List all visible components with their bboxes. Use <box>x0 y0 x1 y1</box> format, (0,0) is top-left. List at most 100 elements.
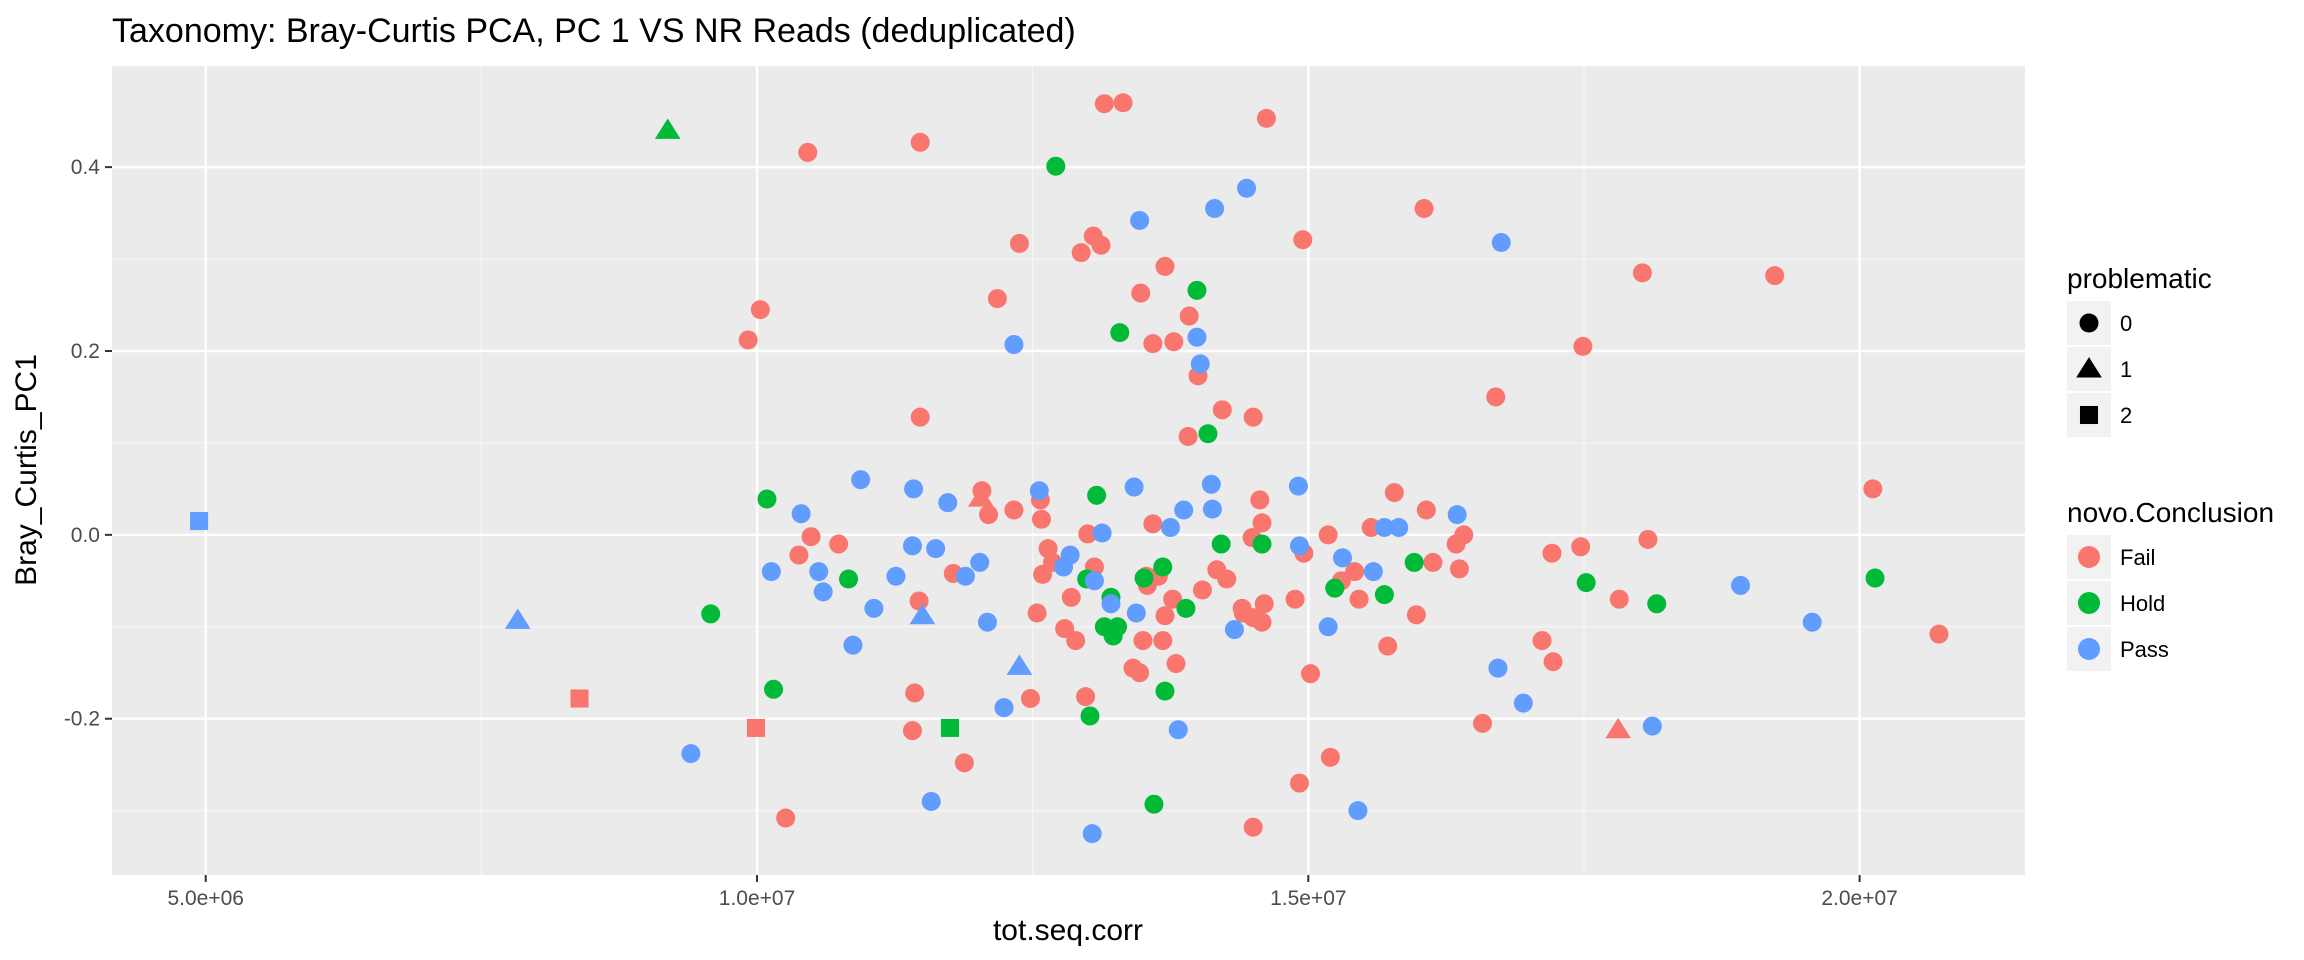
data-point-fail <box>1609 589 1629 609</box>
data-point-pass <box>994 698 1014 718</box>
legend-shape-label: 1 <box>2120 357 2132 382</box>
data-point-pass <box>681 744 701 764</box>
data-point-hold <box>1046 156 1066 176</box>
data-point-fail <box>987 289 1007 309</box>
data-point-pass <box>1488 658 1508 678</box>
data-point-pass <box>977 612 997 632</box>
data-point-hold <box>1110 323 1130 343</box>
data-point-fail <box>968 486 994 507</box>
data-point-fail <box>1055 619 1075 639</box>
data-point-fail <box>1349 589 1369 609</box>
data-point-fail <box>776 808 796 828</box>
grid-major <box>112 66 2025 875</box>
data-point-fail <box>1406 605 1426 625</box>
data-point-pass <box>1363 562 1383 582</box>
data-point-fail <box>1361 517 1381 537</box>
data-point-fail <box>1250 490 1270 510</box>
data-point-hold <box>1187 280 1207 300</box>
x-axis-ticks: 5.0e+06 1.0e+07 1.5e+07 2.0e+07 <box>167 875 1898 910</box>
data-point-fail <box>1155 606 1175 626</box>
data-point-hold <box>1087 485 1107 505</box>
data-point-fail <box>1130 663 1150 683</box>
data-point-pass <box>1190 354 1210 374</box>
data-point-fail <box>1033 564 1053 584</box>
data-point-fail <box>1066 631 1086 651</box>
data-point-pass <box>1124 477 1144 497</box>
legend-color-hold <box>2078 592 2100 614</box>
data-point-fail <box>1252 513 1272 533</box>
legend-shape-label: 2 <box>2120 403 2132 428</box>
data-point-hold <box>757 489 777 509</box>
data-point-fail <box>1113 93 1133 113</box>
legend-novo-conclusion: novo.Conclusion Fail Hold Pass <box>2067 497 2274 671</box>
data-point-fail <box>1031 509 1051 529</box>
data-point-fail <box>1416 500 1436 520</box>
legend-shape-square <box>2079 405 2099 425</box>
data-point-pass <box>1374 517 1394 537</box>
data-point-pass <box>1006 654 1033 675</box>
data-point-fail <box>1285 589 1305 609</box>
data-point-pass <box>1447 505 1467 525</box>
data-point-fail <box>1027 603 1047 623</box>
data-point-fail <box>1632 263 1652 283</box>
data-point-fail <box>1638 529 1658 549</box>
legend-color-fail <box>2078 546 2100 568</box>
legend-color-label: Hold <box>2120 591 2165 616</box>
data-point-pass <box>886 566 906 586</box>
data-point-fail <box>1532 631 1552 651</box>
data-point-pass <box>1389 517 1409 537</box>
data-point-fail <box>1345 562 1365 582</box>
data-point-fail <box>1155 256 1175 276</box>
data-point-fail <box>801 527 821 547</box>
data-point-pass <box>1205 198 1225 218</box>
data-point-fail <box>1094 94 1114 114</box>
data-point-fail <box>979 505 999 525</box>
data-point-fail <box>1163 589 1183 609</box>
data-point-fail <box>1153 631 1173 651</box>
data-point-hold <box>1080 706 1100 726</box>
data-point-pass <box>1092 523 1112 543</box>
data-point-fail <box>798 142 818 162</box>
data-point-pass <box>1731 575 1751 595</box>
legend-shape-triangle <box>2076 357 2102 378</box>
data-point-fail <box>1320 747 1340 767</box>
data-point-fail <box>1179 306 1199 326</box>
data-point-pass <box>1201 474 1221 494</box>
data-point-hold <box>1134 568 1154 588</box>
y-tick-label: 0.2 <box>71 340 100 363</box>
data-point-pass <box>1101 594 1121 614</box>
data-point-fail <box>1178 426 1198 446</box>
data-point-fail <box>750 300 770 320</box>
data-point-hold <box>1325 578 1345 598</box>
data-point-fail <box>1289 773 1309 793</box>
data-point-pass <box>1084 571 1104 591</box>
data-point-fail <box>1605 717 1631 739</box>
data-point-hold <box>1211 534 1231 554</box>
data-point-pass <box>864 598 884 618</box>
data-point-fail <box>746 718 765 737</box>
data-point-fail <box>1318 525 1338 545</box>
data-point-pass <box>1187 327 1207 347</box>
data-point-fail <box>1543 652 1563 672</box>
data-point-fail <box>902 721 922 741</box>
chart-title: Taxonomy: Bray-Curtis PCA, PC 1 VS NR Re… <box>112 12 1076 50</box>
x-tick-label: 2.0e+07 <box>1821 887 1898 910</box>
data-point-fail <box>1423 552 1443 572</box>
data-point-pass <box>921 791 941 811</box>
data-point-fail <box>1091 235 1111 255</box>
y-tick-label: -0.2 <box>64 708 100 731</box>
data-point-pass <box>1642 716 1662 736</box>
data-point-pass <box>190 512 209 531</box>
data-point-fail <box>1143 334 1163 354</box>
data-point-fail <box>570 689 589 708</box>
data-point-fail <box>1078 524 1098 544</box>
legend-color-pass <box>2078 638 2100 660</box>
plot-panel <box>112 66 2025 875</box>
data-point-pass <box>938 493 958 513</box>
data-point-hold <box>940 718 959 737</box>
data-point-fail <box>1293 230 1313 250</box>
data-point-hold <box>654 118 681 139</box>
x-axis-title: tot.seq.corr <box>993 914 1143 947</box>
data-point-pass <box>809 562 829 582</box>
data-point-pass <box>1054 557 1074 577</box>
